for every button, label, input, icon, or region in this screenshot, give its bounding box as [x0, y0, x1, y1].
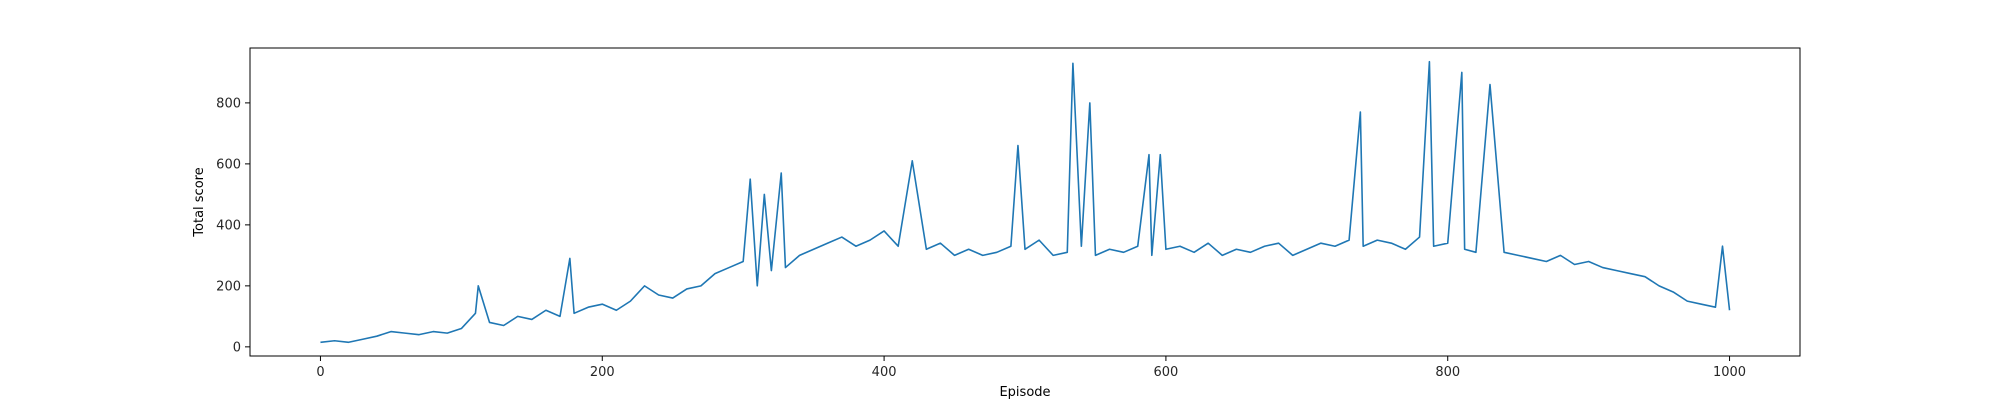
y-tick-label: 800: [216, 96, 241, 111]
x-tick-label: 600: [1153, 365, 1178, 380]
series-layer: [320, 60, 1731, 344]
y-tick-label: 0: [233, 340, 241, 355]
y-tick-label: 200: [216, 279, 241, 294]
plot-area: [249, 47, 1801, 357]
x-axis-label: Episode: [999, 385, 1050, 400]
y-tick-label: 400: [216, 218, 241, 233]
series-line: [320, 60, 1731, 344]
x-tick-label: 1000: [1713, 365, 1746, 380]
x-tick-label: 400: [872, 365, 897, 380]
y-tick-label: 600: [216, 157, 241, 172]
x-axis: 0 200 400 600 800 1000: [316, 356, 1746, 380]
x-tick-label: 800: [1435, 365, 1460, 380]
y-axis: 0 200 400 600 800: [216, 96, 250, 355]
x-tick-label: 0: [316, 365, 324, 380]
x-tick-label: 200: [590, 365, 615, 380]
y-axis-label: Total score: [192, 167, 207, 237]
